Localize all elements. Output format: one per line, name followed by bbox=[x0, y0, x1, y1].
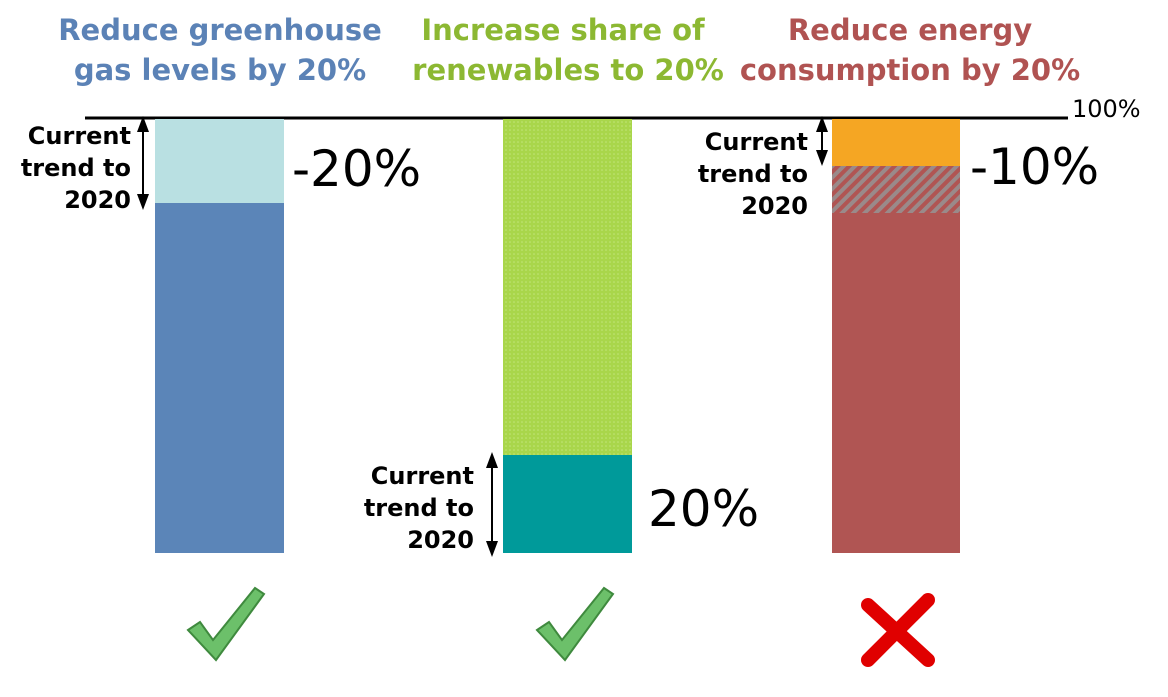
bar-segment bbox=[503, 455, 632, 553]
cross-icon bbox=[861, 593, 935, 667]
title-line: renewables to 20% bbox=[412, 53, 724, 87]
reference-label: 100% bbox=[1072, 95, 1141, 123]
trend-label: Current bbox=[705, 128, 808, 156]
trend-label: trend to bbox=[698, 160, 808, 188]
bar-segment bbox=[832, 213, 960, 553]
change-label: -20% bbox=[292, 140, 421, 198]
bar-segment bbox=[155, 119, 284, 203]
change-label: -10% bbox=[970, 138, 1099, 196]
trend-label: 2020 bbox=[741, 192, 808, 220]
check-icon bbox=[535, 586, 615, 662]
title-line: gas levels by 20% bbox=[74, 53, 366, 87]
trend-label: trend to bbox=[21, 154, 131, 182]
bar-segment bbox=[503, 119, 632, 455]
title-line: Reduce greenhouse bbox=[58, 13, 382, 47]
check-icon bbox=[186, 586, 266, 662]
trend-label: trend to bbox=[364, 494, 474, 522]
trend-label: 2020 bbox=[64, 186, 131, 214]
change-label: 20% bbox=[648, 480, 759, 538]
trend-label: 2020 bbox=[407, 526, 474, 554]
trend-label: Current bbox=[28, 122, 131, 150]
trend-label: Current bbox=[371, 462, 474, 490]
title-line: consumption by 20% bbox=[740, 53, 1080, 87]
bar-segment bbox=[832, 119, 960, 166]
title-line: Increase share of bbox=[421, 13, 705, 47]
bar-segment bbox=[155, 203, 284, 553]
bar-segment bbox=[832, 166, 960, 213]
title-line: Reduce energy bbox=[788, 13, 1032, 47]
